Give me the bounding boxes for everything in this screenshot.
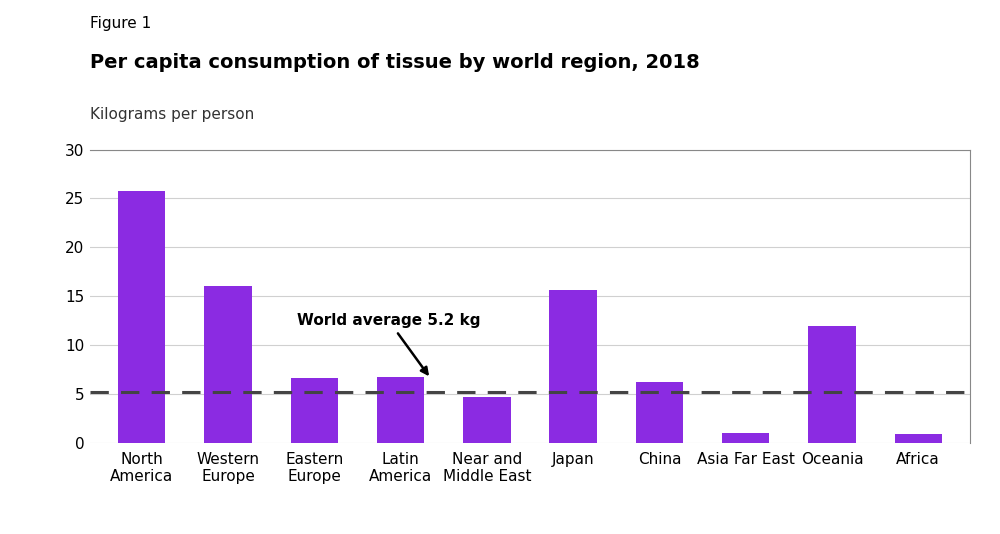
Bar [808,326,856,443]
Bar [463,397,511,443]
Bar [549,289,597,443]
Text: Kilograms per person: Kilograms per person [90,107,254,122]
Bar [722,434,769,443]
Text: World average 5.2 kg: World average 5.2 kg [297,313,481,374]
Bar [204,286,252,443]
Bar [291,378,338,443]
Text: Per capita consumption of tissue by world region, 2018: Per capita consumption of tissue by worl… [90,53,700,73]
Bar [895,435,942,443]
Text: Figure 1: Figure 1 [90,16,151,31]
Bar [118,191,165,443]
Bar [377,376,424,443]
Bar [636,381,683,443]
